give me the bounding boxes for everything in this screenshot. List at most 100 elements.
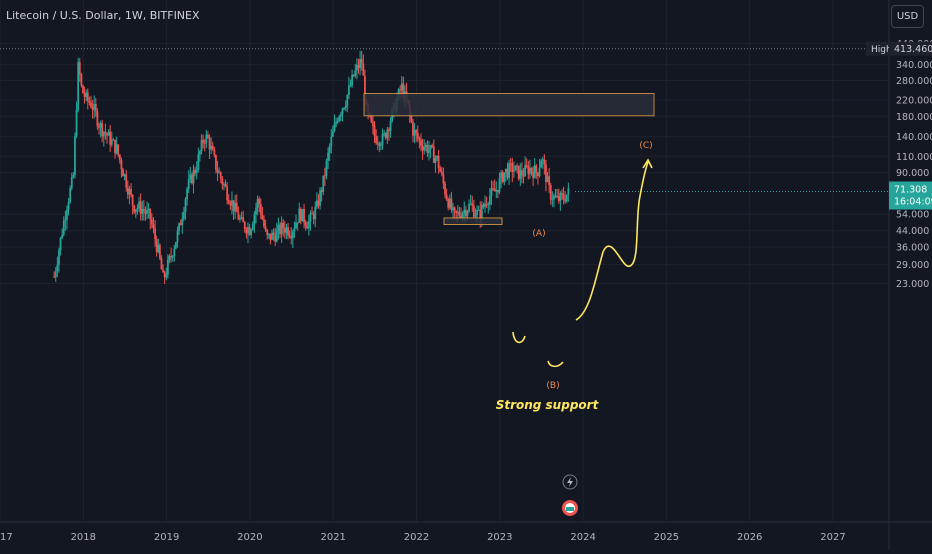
y-tick-label: 340.000	[896, 60, 932, 71]
candle-body	[125, 174, 128, 188]
candle-body	[315, 200, 318, 207]
candle-body	[469, 203, 472, 205]
candle-body	[295, 222, 297, 229]
candle-body	[205, 134, 208, 143]
candle-body	[165, 274, 168, 278]
candle-body	[245, 229, 248, 234]
candle-body	[309, 213, 312, 222]
candle-body	[424, 144, 427, 147]
candle-body	[565, 194, 568, 202]
candle-body	[179, 223, 182, 226]
candle-body	[271, 232, 273, 240]
candle-body	[184, 199, 187, 213]
candle-body	[287, 227, 289, 236]
candle-body	[130, 189, 132, 195]
candle-body	[67, 202, 70, 210]
x-tick-label: 2018	[71, 532, 96, 543]
candle-body	[500, 172, 502, 179]
candle-body	[440, 171, 443, 174]
drawing-layer[interactable]: (A) (B) (C) Strong support	[363, 93, 655, 516]
candle-body	[432, 146, 435, 163]
candle-body	[210, 145, 213, 150]
high-label: High	[871, 45, 892, 55]
candle-body	[213, 149, 216, 156]
candle-body	[118, 154, 121, 161]
candle-body	[485, 203, 488, 205]
candle-body	[312, 214, 315, 220]
candle-body	[274, 235, 277, 242]
candle-body	[516, 165, 519, 167]
candle-body	[306, 226, 309, 229]
candle-body	[181, 218, 184, 226]
candle-body	[139, 201, 142, 214]
candle-body	[381, 133, 384, 145]
candle-body	[314, 206, 317, 220]
candle-body	[356, 64, 358, 71]
x-tick-label: 2027	[820, 532, 845, 543]
candle-body	[282, 222, 285, 229]
candle-body	[484, 203, 486, 207]
candle-body	[192, 170, 195, 184]
candle-body	[524, 165, 527, 176]
candle-body	[541, 159, 544, 161]
candle-body	[202, 139, 205, 143]
y-tick-label: 36.000	[896, 243, 929, 254]
candle-body	[149, 208, 152, 220]
candle-body	[477, 209, 480, 211]
candle-body	[445, 194, 448, 200]
candle-body	[439, 168, 442, 172]
candle-body	[413, 130, 416, 136]
y-tick-label: 23.000	[896, 279, 929, 290]
high-label-box	[866, 41, 889, 56]
candle-body	[508, 163, 510, 178]
candle-body	[234, 202, 237, 212]
candle-body	[231, 200, 233, 206]
candle-body	[344, 106, 347, 108]
y-tick-label: 90.000	[896, 168, 929, 179]
candle-body	[253, 214, 256, 225]
candle-body	[94, 103, 97, 112]
candle-body	[223, 184, 225, 186]
candle-body	[280, 222, 283, 235]
lightning-icon	[562, 474, 578, 490]
candle-body	[88, 100, 91, 103]
candle-body	[522, 175, 525, 177]
candle-body	[290, 236, 293, 239]
candle-body	[247, 227, 249, 234]
candle-body	[495, 189, 498, 192]
candle-body	[138, 201, 140, 208]
candle-body	[410, 114, 413, 122]
candle-body	[83, 93, 86, 97]
high-value: 413.460	[894, 44, 932, 55]
candle-body	[562, 194, 565, 200]
candle-body	[99, 123, 102, 128]
candle-body	[78, 62, 81, 75]
candle-body	[288, 235, 291, 237]
candle-body	[320, 190, 323, 192]
countdown-label: 16:04:09	[894, 197, 932, 208]
candle-body	[428, 149, 430, 153]
candle-body	[104, 131, 107, 134]
candle-body	[335, 121, 337, 124]
candle-body	[150, 219, 153, 225]
candle-body	[537, 172, 539, 177]
candle-body	[503, 172, 506, 182]
candle-body	[380, 144, 382, 146]
candle-body	[62, 220, 65, 235]
currency-button[interactable]: USD	[891, 5, 924, 28]
candle-body	[376, 143, 379, 145]
grid-layer	[0, 0, 889, 522]
candle-body	[248, 227, 251, 235]
wave-c-label: (C)	[639, 141, 652, 151]
candle-body	[416, 133, 419, 139]
candle-body	[200, 139, 203, 152]
candle-body	[323, 175, 326, 177]
candle-body	[400, 83, 403, 91]
candle-body	[349, 85, 352, 87]
candle-body	[538, 167, 541, 177]
candle-body	[144, 211, 147, 214]
candle-body	[303, 209, 305, 223]
candle-body	[463, 209, 466, 214]
